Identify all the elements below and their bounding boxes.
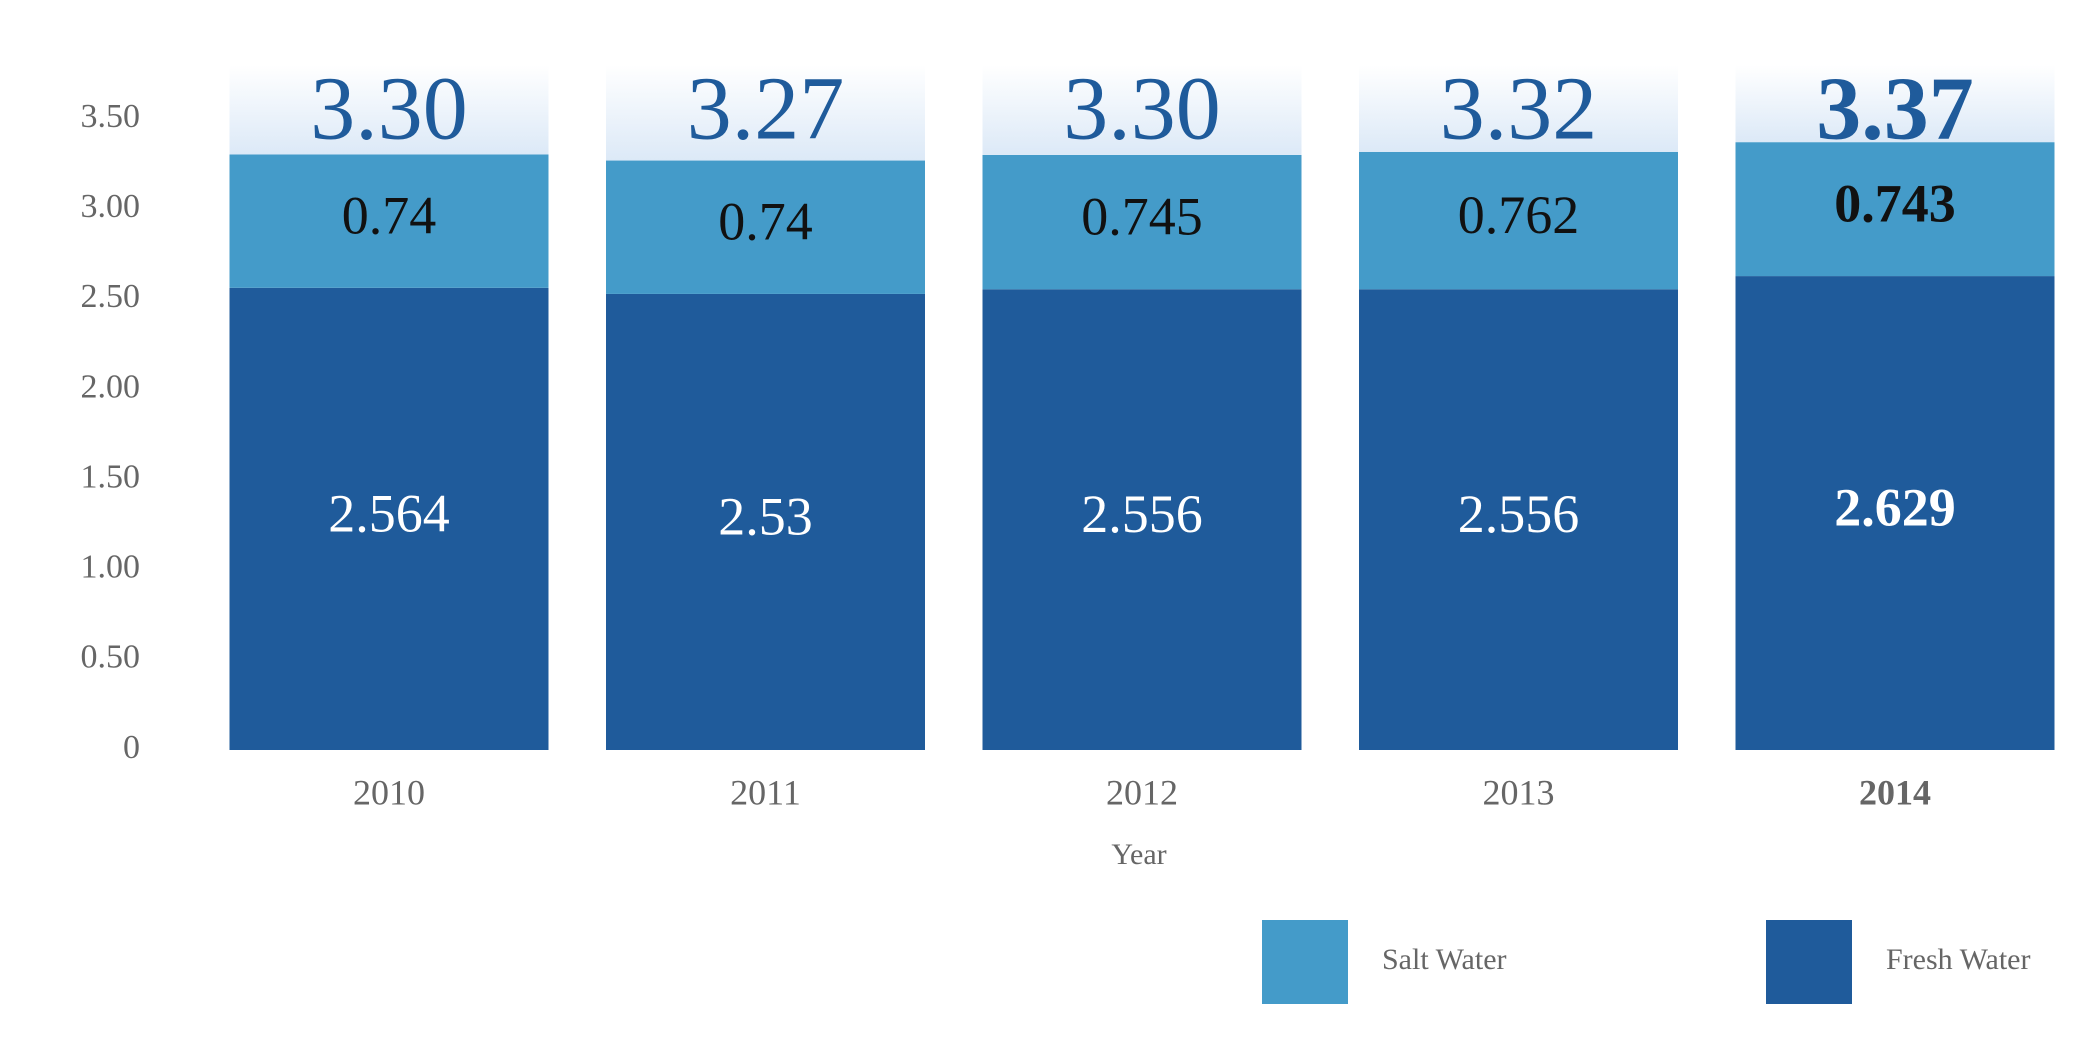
- x-tick-label: 2012: [1106, 772, 1178, 812]
- bar-segment: [606, 293, 925, 750]
- total-band: [1359, 65, 1678, 152]
- x-tick-label: 2014: [1859, 772, 1931, 812]
- bar-segment: [1735, 276, 2055, 750]
- data-label: 0.745: [1081, 186, 1203, 246]
- total-label: 3.37: [1816, 60, 1974, 159]
- data-label: 2.556: [1458, 484, 1580, 544]
- data-label: 2.629: [1834, 477, 1956, 537]
- total-band: [1735, 65, 2055, 143]
- total-band: [982, 65, 1302, 155]
- y-tick-label: 0.50: [81, 639, 141, 676]
- y-tick-label: 2.00: [81, 368, 141, 405]
- bar-segment: [982, 154, 1302, 290]
- total-band: [606, 65, 925, 161]
- total-band: [229, 65, 549, 155]
- y-tick-label: 1.00: [81, 549, 141, 586]
- x-axis-title: Year: [1111, 838, 1166, 871]
- total-label: 3.27: [687, 60, 845, 159]
- x-tick-label: 2010: [353, 772, 425, 812]
- bar-segment: [982, 289, 1302, 750]
- total-label: 3.30: [1063, 60, 1221, 159]
- bar-segment: [606, 160, 925, 294]
- total-label: 3.32: [1440, 60, 1598, 159]
- bar-segment: [229, 287, 549, 750]
- bar-segment: [1359, 289, 1678, 750]
- data-label: 0.74: [342, 185, 437, 245]
- data-label: 2.53: [718, 486, 813, 546]
- x-tick-label: 2013: [1483, 772, 1555, 812]
- y-tick-label: 3.50: [81, 98, 141, 135]
- x-tick-label: 2011: [730, 772, 801, 812]
- legend-swatch: [1262, 920, 1348, 1004]
- bar-segment: [1359, 151, 1678, 290]
- bar-segment: [1735, 142, 2055, 277]
- data-label: 2.564: [328, 483, 450, 543]
- legend-swatch: [1766, 920, 1852, 1004]
- data-label: 2.556: [1081, 484, 1203, 544]
- bar-segment: [229, 154, 549, 288]
- legend-label: Salt Water: [1382, 943, 1507, 976]
- legend-label: Fresh Water: [1886, 943, 2031, 976]
- y-tick-label: 3.00: [81, 188, 141, 225]
- data-label: 0.743: [1834, 174, 1956, 234]
- y-tick-label: 0: [123, 729, 140, 766]
- total-label: 3.30: [310, 60, 468, 159]
- y-tick-label: 2.50: [81, 278, 141, 315]
- data-label: 0.762: [1458, 185, 1580, 245]
- y-tick-label: 1.50: [81, 458, 141, 495]
- data-label: 0.74: [718, 192, 813, 252]
